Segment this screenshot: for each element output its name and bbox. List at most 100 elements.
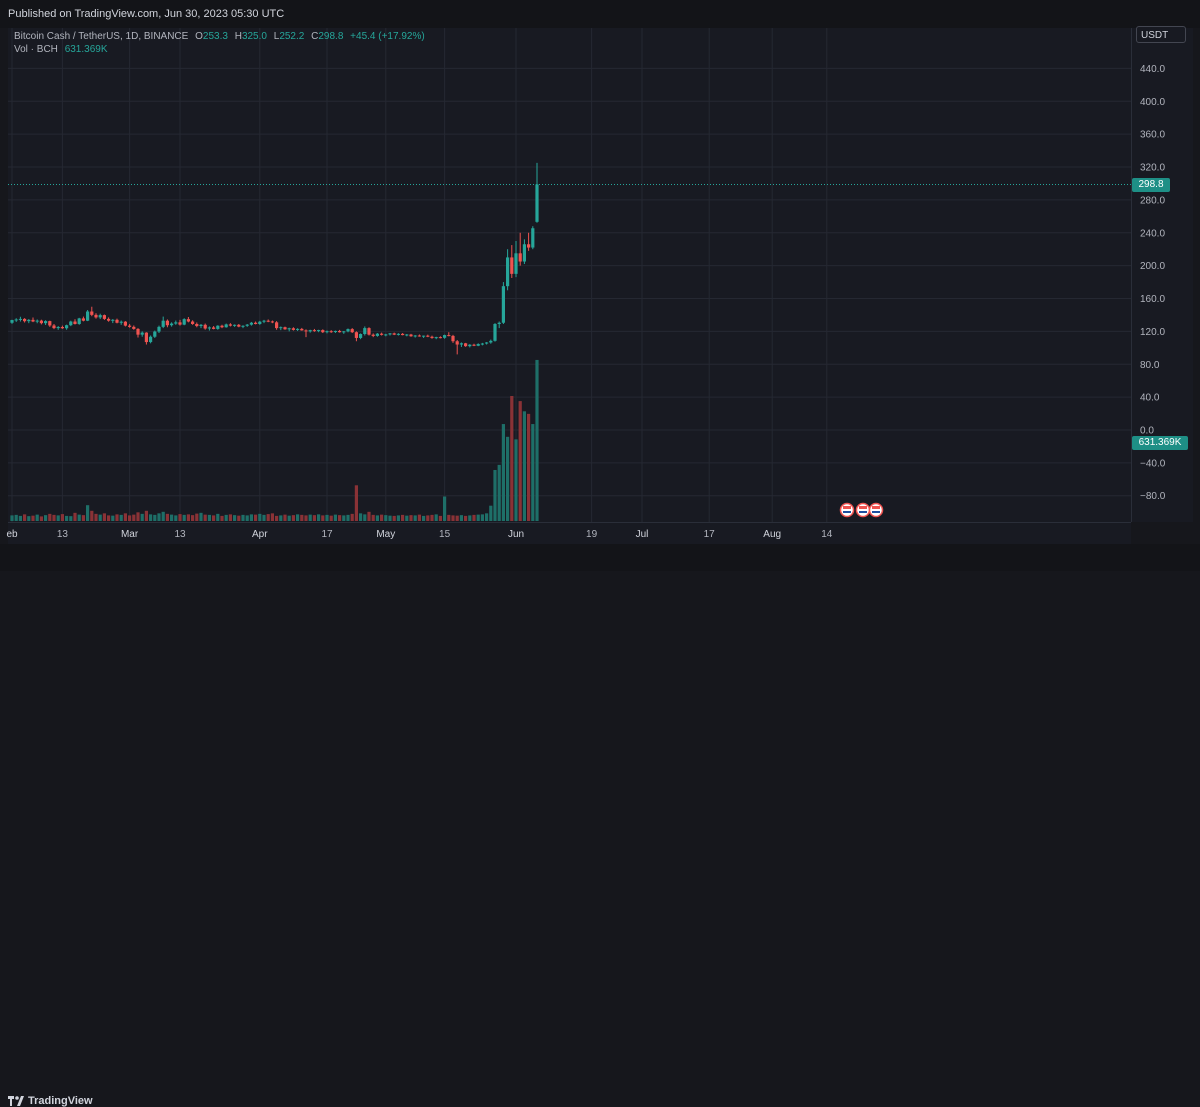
candle-body xyxy=(237,324,241,327)
volume-bar xyxy=(73,512,77,521)
y-tick-label: 360.0 xyxy=(1140,130,1165,141)
candle-body xyxy=(514,253,518,274)
volume-bar xyxy=(367,511,371,521)
candle-body xyxy=(199,324,203,327)
volume-bar xyxy=(510,396,514,521)
volume-bar xyxy=(321,515,325,521)
volume-bar xyxy=(27,516,31,521)
volume-bar xyxy=(241,514,245,521)
symbol-legend: Bitcoin Cash / TetherUS, 1D, BINANCE O25… xyxy=(14,31,425,42)
volume-bar xyxy=(149,514,153,521)
tradingview-logo[interactable]: TradingView xyxy=(8,1095,93,1107)
candle-body xyxy=(275,322,279,329)
volume-bar xyxy=(199,512,203,521)
volume-bar xyxy=(300,514,304,521)
volume-bar xyxy=(346,514,350,521)
x-tick-label: 14 xyxy=(821,529,833,540)
candle-body xyxy=(98,315,102,318)
candle-body xyxy=(44,321,48,324)
candle-body xyxy=(497,322,501,324)
candle-body xyxy=(304,330,308,332)
y-tick-label: −80.0 xyxy=(1140,491,1166,502)
change-value: +45.4 (+17.92%) xyxy=(350,31,425,42)
candle-body xyxy=(149,336,153,343)
candle-body xyxy=(220,325,224,328)
volume-bar xyxy=(262,514,266,521)
volume-bar xyxy=(144,510,148,521)
volume-bar xyxy=(405,515,409,521)
candle-body xyxy=(132,326,136,329)
volume-bar xyxy=(245,515,249,521)
candle-body xyxy=(434,337,438,339)
volume-bar xyxy=(338,515,342,521)
candle-body xyxy=(77,318,81,324)
candle-body xyxy=(262,320,266,322)
volume-bar xyxy=(392,515,396,521)
candle-body xyxy=(207,327,211,329)
x-tick-label: Aug xyxy=(763,529,781,540)
candle-body xyxy=(308,330,312,332)
candle-body xyxy=(346,329,350,332)
y-tick-label: 320.0 xyxy=(1140,163,1165,174)
candle-body xyxy=(254,322,258,324)
volume-legend: Vol · BCH 631.369K xyxy=(14,44,108,55)
volume-title[interactable]: Vol · BCH xyxy=(14,44,58,55)
candle-body xyxy=(18,318,22,320)
y-tick-label: 240.0 xyxy=(1140,228,1165,239)
volume-bar xyxy=(489,505,493,521)
volume-bar xyxy=(39,516,43,521)
candle-body xyxy=(191,321,195,324)
volume-bar xyxy=(161,511,165,521)
volume-bar xyxy=(451,515,455,521)
candle-body xyxy=(291,328,295,330)
candle-body xyxy=(476,344,480,346)
volume-bar xyxy=(136,512,140,521)
candle-body xyxy=(527,244,531,248)
close-value: 298.8 xyxy=(318,31,344,42)
candlestick-chart[interactable]: 440.0 400.0 360.0 320.0 280.0 240.0 200.0 160.0… xyxy=(0,0,1200,571)
volume-bar xyxy=(212,515,216,521)
volume-bar xyxy=(401,514,405,521)
time-axis[interactable] xyxy=(8,522,1131,545)
high-value: 325.0 xyxy=(241,31,267,42)
volume-bar xyxy=(119,514,123,521)
volume-bar xyxy=(426,515,430,521)
candle-body xyxy=(333,330,337,333)
volume-value: 631.369K xyxy=(64,44,108,55)
candle-body xyxy=(39,320,43,324)
volume-bar xyxy=(480,514,484,521)
candle-body xyxy=(90,311,94,315)
bottom-bar: TradingView xyxy=(0,544,1200,1107)
volume-bar xyxy=(249,514,253,521)
x-tick-label: May xyxy=(376,529,395,540)
volume-bar xyxy=(531,424,535,521)
volume-bar xyxy=(506,436,510,521)
candle-body xyxy=(27,319,31,322)
volume-bar xyxy=(375,515,379,521)
x-tick-label: eb xyxy=(6,529,18,540)
symbol-title[interactable]: Bitcoin Cash / TetherUS, 1D, BINANCE xyxy=(14,31,189,42)
chart-pane[interactable] xyxy=(8,28,1131,522)
y-tick-label: 440.0 xyxy=(1140,64,1165,75)
candle-body xyxy=(363,328,367,335)
volume-bar xyxy=(325,514,329,521)
candle-body xyxy=(258,321,262,324)
volume-bar xyxy=(459,515,463,521)
candle-body xyxy=(266,320,270,322)
volume-bar xyxy=(266,514,270,521)
volume-bar xyxy=(111,515,115,521)
candle-body xyxy=(350,329,354,333)
currency-selector[interactable]: USDT xyxy=(1136,26,1186,43)
volume-bar xyxy=(497,464,501,521)
volume-bar xyxy=(237,515,241,521)
volume-bar xyxy=(422,515,426,521)
x-tick-label: Mar xyxy=(121,529,139,540)
volume-bar xyxy=(388,515,392,521)
volume-bar xyxy=(132,514,136,521)
brand-label: TradingView xyxy=(28,1095,93,1107)
volume-bar xyxy=(350,513,354,521)
candle-body xyxy=(325,331,329,333)
last-price-badge: 298.8 xyxy=(1132,178,1170,192)
volume-bar xyxy=(279,515,283,521)
open-value: 253.3 xyxy=(202,31,228,42)
